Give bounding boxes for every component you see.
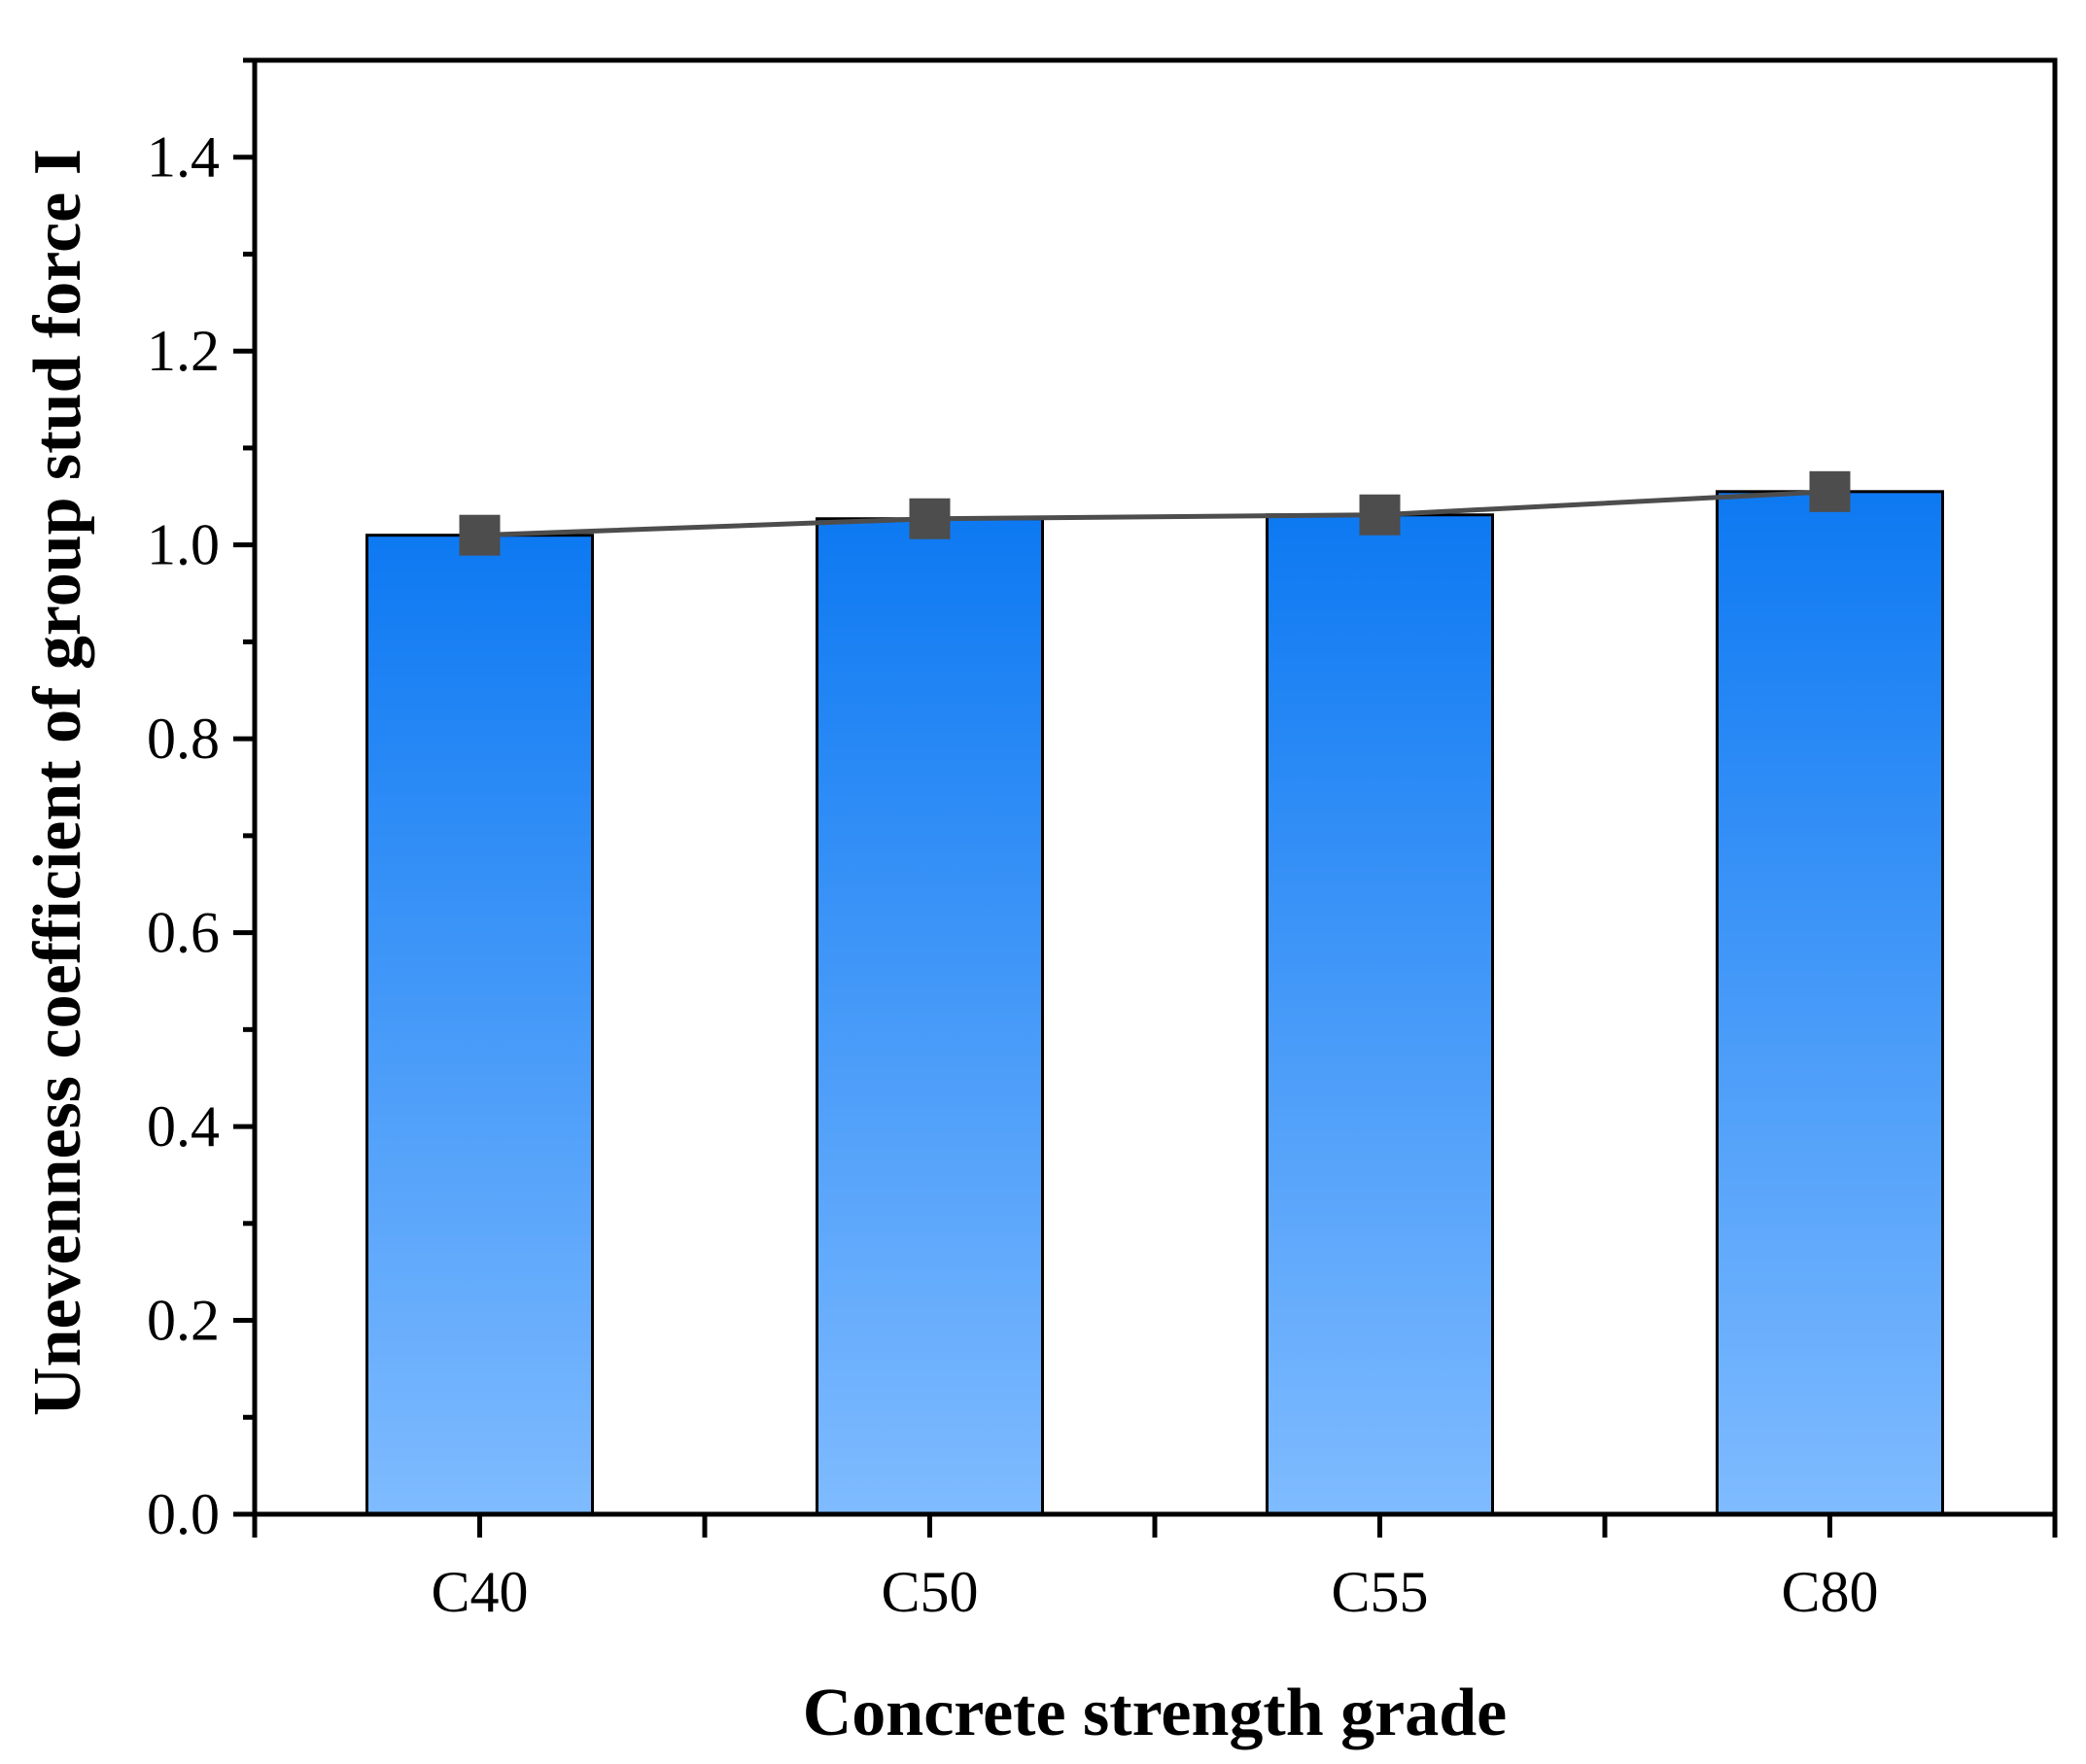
- axes-layer: [233, 57, 2058, 1538]
- line-layer: [459, 470, 1851, 556]
- x-tick-label-c50: C50: [881, 1560, 978, 1624]
- bar-c50: [816, 517, 1044, 1516]
- x-tick-label-c55: C55: [1331, 1560, 1428, 1624]
- y-tick-label: 0.6: [147, 901, 220, 965]
- bars-layer: [365, 490, 1944, 1516]
- y-tick-label: 0.0: [147, 1482, 220, 1546]
- marker-c80: [1809, 470, 1851, 512]
- bar-c55: [1266, 513, 1494, 1516]
- marker-c40: [459, 514, 501, 556]
- y-tick-label: 1.2: [147, 319, 220, 383]
- marker-c50: [909, 498, 951, 539]
- x-axis-title: Concrete strength grade: [803, 1676, 1507, 1750]
- y-tick-label: 1.4: [147, 125, 220, 190]
- y-tick-label: 0.8: [147, 707, 220, 771]
- y-axis-title: Unevenness coefficient of group stud for…: [20, 149, 95, 1416]
- bar-c80: [1716, 490, 1944, 1516]
- x-tick-label-c40: C40: [431, 1560, 528, 1624]
- labels-layer: 0.0 0.2 0.4 0.6 0.8 1.0 1.2 1.4 C40 C50 C55 C80: [147, 125, 1879, 1624]
- y-tick-label: 0.2: [147, 1289, 220, 1353]
- series-line: [479, 489, 1830, 538]
- bar-c40: [365, 534, 594, 1516]
- y-tick-label: 0.4: [147, 1094, 220, 1159]
- y-tick-label: 1.0: [147, 513, 220, 577]
- marker-c55: [1359, 494, 1401, 536]
- x-tick-label-c80: C80: [1781, 1560, 1878, 1624]
